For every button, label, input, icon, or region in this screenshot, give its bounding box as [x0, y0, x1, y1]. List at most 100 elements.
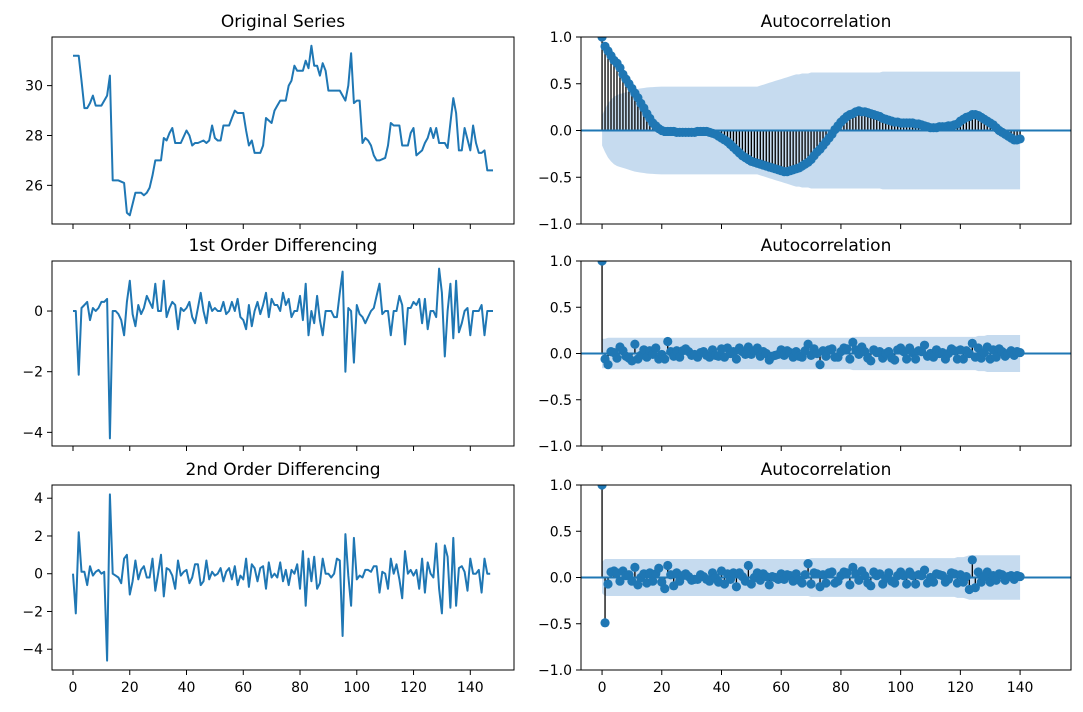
- acf-point: [800, 570, 810, 580]
- acf-point: [600, 618, 610, 628]
- axes-frame: [51, 484, 515, 671]
- plot-area: [581, 37, 1071, 190]
- subplot-2: −1.0 −0.5 0.0 0.5 1.0 Autocorrelation: [538, 12, 1072, 233]
- x-tick-label: 0: [598, 680, 607, 696]
- x-tick-label: 40: [178, 680, 196, 696]
- acf-point: [845, 354, 855, 364]
- x-tick-label: 100: [887, 680, 914, 696]
- acf-point: [842, 344, 852, 354]
- acf-point: [764, 580, 774, 590]
- y-tick-label: 26: [25, 178, 43, 194]
- acf-point: [842, 568, 852, 578]
- plot-area: [581, 261, 1071, 372]
- axes-frame: [51, 260, 515, 447]
- acf-point: [910, 354, 921, 364]
- subplot-title: Autocorrelation: [761, 12, 892, 32]
- acf-point: [612, 353, 622, 363]
- acf-point: [597, 37, 607, 42]
- acf-point: [970, 583, 980, 593]
- acf-point: [866, 356, 876, 366]
- series-line: [72, 493, 491, 662]
- acf-point: [902, 579, 912, 589]
- y-tick-label: −0.5: [538, 393, 572, 409]
- acf-point: [884, 568, 894, 578]
- acf-point: [1015, 347, 1025, 358]
- x-tick-label: 60: [234, 680, 252, 696]
- y-tick-label: −2: [22, 604, 43, 620]
- y-tick-label: 0.5: [550, 77, 572, 93]
- x-tick-label: 120: [947, 680, 974, 696]
- acf-point: [797, 578, 807, 588]
- x-tick-label: 140: [1007, 680, 1034, 696]
- x-tick-label: 140: [457, 680, 484, 696]
- acf-point: [958, 354, 968, 364]
- subplot-title: Autocorrelation: [761, 236, 892, 256]
- y-tick-label: 0.0: [550, 347, 572, 363]
- x-tick-label: 40: [713, 680, 731, 696]
- acf-point: [597, 261, 607, 266]
- acf-point: [743, 560, 753, 571]
- acf-point: [866, 581, 876, 591]
- acf-point: [890, 355, 900, 365]
- acf-point: [919, 340, 930, 350]
- y-tick-label: 4: [34, 491, 43, 507]
- y-tick-label: 0: [34, 567, 43, 583]
- acf-point: [603, 360, 613, 370]
- x-tick-label: 0: [69, 680, 78, 696]
- acf-point: [630, 562, 640, 572]
- acf-point: [928, 577, 939, 587]
- y-tick-label: 0.5: [550, 524, 572, 540]
- y-tick-label: 0.5: [550, 300, 572, 316]
- acf-point: [633, 580, 643, 590]
- y-tick-label: −2: [22, 365, 43, 381]
- acf-point: [1015, 571, 1025, 582]
- y-tick-label: 0.0: [550, 124, 572, 140]
- subplot-1: 26 28 30 Original Series: [25, 12, 515, 229]
- acf-point: [848, 337, 858, 347]
- acf-point: [615, 576, 625, 586]
- acf-point: [902, 354, 912, 364]
- subplot-title: Original Series: [221, 12, 345, 32]
- y-tick-label: 1.0: [550, 254, 572, 270]
- acf-point: [860, 571, 870, 581]
- acf-point: [663, 560, 673, 571]
- plot-area: [581, 485, 1071, 628]
- series-line: [73, 267, 493, 440]
- y-tick-label: 2: [34, 529, 43, 545]
- acf-point: [890, 578, 900, 588]
- x-tick-label: 60: [772, 680, 790, 696]
- y-tick-label: −0.5: [538, 617, 572, 633]
- y-tick-label: −1.0: [538, 439, 572, 455]
- y-tick-label: −0.5: [538, 170, 572, 186]
- acf-point: [663, 336, 673, 347]
- acf-point: [827, 567, 837, 577]
- subplot-3: −4 −2 0 1st Order Differencing: [22, 236, 515, 451]
- x-tick-label: 100: [343, 680, 370, 696]
- acf-point: [991, 352, 1001, 362]
- acf-point: [654, 563, 664, 573]
- y-tick-label: −1.0: [538, 217, 572, 233]
- acf-point: [910, 579, 921, 589]
- x-tick-label: 80: [291, 680, 309, 696]
- y-tick-label: 1.0: [550, 478, 572, 494]
- x-tick-label: 20: [121, 680, 139, 696]
- subplot-title: Autocorrelation: [761, 460, 892, 480]
- y-tick-label: −4: [22, 642, 43, 658]
- acf-point: [815, 360, 825, 370]
- plot-area: [73, 44, 493, 217]
- x-tick-label: 80: [832, 680, 850, 696]
- acf-point: [806, 579, 816, 589]
- subplot-6: −1.0 −0.5 0.0 0.5 1.0 0 20 40 60 80 100 120 140 Autoc…: [538, 460, 1072, 696]
- acf-point: [731, 354, 742, 364]
- plot-area: [72, 493, 491, 662]
- acf-point: [961, 571, 971, 582]
- plot-area: [73, 267, 493, 440]
- y-tick-label: −4: [22, 425, 43, 441]
- acf-point: [1015, 134, 1025, 144]
- subplot-4: −1.0 −0.5 0.0 0.5 1.0 Autocorrelation: [538, 236, 1072, 455]
- y-tick-label: 30: [25, 79, 43, 95]
- y-tick-label: 0: [34, 304, 43, 320]
- acf-point: [821, 578, 831, 588]
